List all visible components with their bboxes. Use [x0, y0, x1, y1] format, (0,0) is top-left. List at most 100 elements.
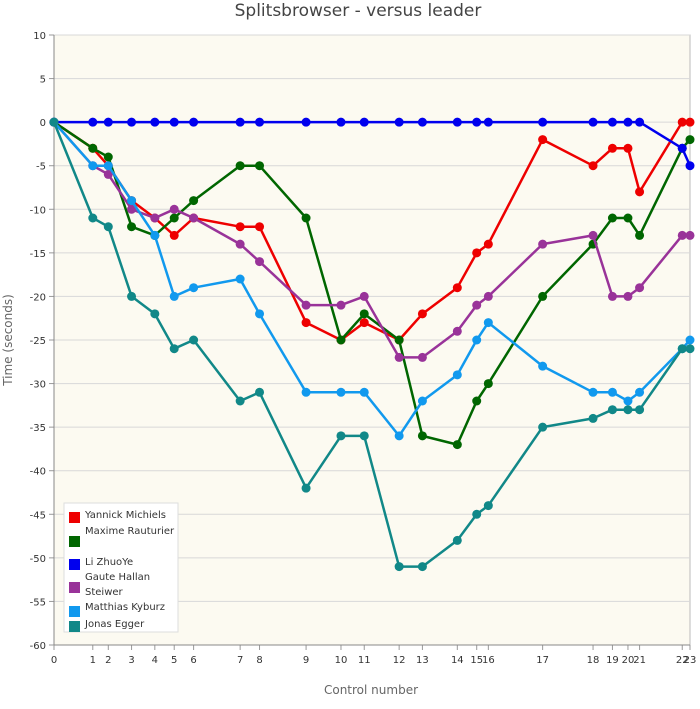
data-point [623, 396, 633, 406]
data-point [394, 562, 404, 572]
data-point [685, 230, 695, 240]
data-point [472, 396, 482, 406]
y-tick-label: -55 [30, 597, 46, 608]
legend-label: Maxime Rauturier [85, 526, 175, 537]
data-point [588, 230, 598, 240]
data-point [150, 213, 160, 223]
data-point [103, 161, 113, 171]
data-point [538, 117, 548, 127]
data-point [359, 309, 369, 319]
data-point [336, 431, 346, 441]
data-point [336, 300, 346, 310]
y-tick-label: -20 [30, 292, 46, 303]
data-point [394, 431, 404, 441]
data-point [635, 283, 645, 293]
legend-label: Gaute Hallan Steiwer [85, 572, 150, 598]
data-point [255, 387, 265, 397]
data-point [623, 117, 633, 127]
x-axis-label: Control number [324, 683, 418, 697]
x-tick-label: 15 [470, 655, 483, 666]
legend: Yannick Michiels Maxime Rauturier Li ZhuoY… [63, 502, 179, 633]
data-point [417, 431, 427, 441]
data-point [359, 291, 369, 301]
data-point [472, 509, 482, 519]
data-point [336, 335, 346, 345]
data-point [538, 361, 548, 371]
data-point [169, 213, 179, 223]
data-point [359, 117, 369, 127]
series-group [49, 117, 695, 572]
x-tick-label: 7 [237, 655, 243, 666]
y-tick-label: 10 [33, 31, 46, 42]
data-point [538, 422, 548, 432]
data-point [538, 291, 548, 301]
data-point [359, 431, 369, 441]
data-point [607, 291, 617, 301]
x-tick-label: 4 [152, 655, 158, 666]
x-tick-label: 20 [622, 655, 635, 666]
data-point [301, 483, 311, 493]
data-point [685, 161, 695, 171]
y-tick-label: -35 [30, 423, 46, 434]
series-5 [49, 117, 695, 441]
legend-label: Yannick Michiels [84, 510, 166, 521]
x-tick-label: 14 [451, 655, 464, 666]
data-point [103, 117, 113, 127]
data-point [88, 213, 98, 223]
x-tick-label: 0 [51, 655, 57, 666]
y-tick-label: -40 [30, 467, 46, 478]
data-point [301, 213, 311, 223]
data-point [169, 117, 179, 127]
data-point [623, 143, 633, 153]
data-point [472, 300, 482, 310]
data-point [452, 370, 462, 380]
data-point [301, 318, 311, 328]
x-tick-label: 18 [587, 655, 600, 666]
data-point [472, 248, 482, 258]
data-point [235, 239, 245, 249]
x-tick-label: 10 [335, 655, 348, 666]
data-point [635, 117, 645, 127]
data-point [336, 117, 346, 127]
data-point [235, 117, 245, 127]
data-point [452, 283, 462, 293]
data-point [394, 352, 404, 362]
data-point [685, 135, 695, 145]
legend-label: Jonas Egger [84, 619, 145, 630]
data-point [685, 335, 695, 345]
data-point [103, 169, 113, 179]
data-point [235, 222, 245, 232]
x-tick-label: 2 [105, 655, 111, 666]
data-point [607, 117, 617, 127]
chart-title: Splitsbrowser - versus leader [235, 1, 482, 21]
data-point [472, 117, 482, 127]
data-point [150, 117, 160, 127]
data-point [394, 335, 404, 345]
data-point [538, 135, 548, 145]
data-point [169, 344, 179, 354]
data-point [301, 387, 311, 397]
data-point [127, 117, 137, 127]
y-tick-label: -60 [30, 641, 46, 652]
data-point [150, 230, 160, 240]
data-point [588, 161, 598, 171]
data-point [394, 117, 404, 127]
data-point [301, 300, 311, 310]
x-tick-label: 23 [684, 655, 697, 666]
x-tick-label: 12 [393, 655, 406, 666]
data-point [336, 387, 346, 397]
data-point [189, 213, 199, 223]
data-point [417, 396, 427, 406]
data-point [127, 291, 137, 301]
data-point [588, 413, 598, 423]
y-tick-label: -45 [30, 510, 46, 521]
data-point [255, 222, 265, 232]
x-tick-label: 3 [128, 655, 134, 666]
data-point [88, 117, 98, 127]
data-point [635, 230, 645, 240]
data-point [189, 335, 199, 345]
x-tick-label: 6 [190, 655, 196, 666]
data-point [49, 117, 59, 127]
data-point [452, 117, 462, 127]
x-tick-label: 9 [303, 655, 309, 666]
